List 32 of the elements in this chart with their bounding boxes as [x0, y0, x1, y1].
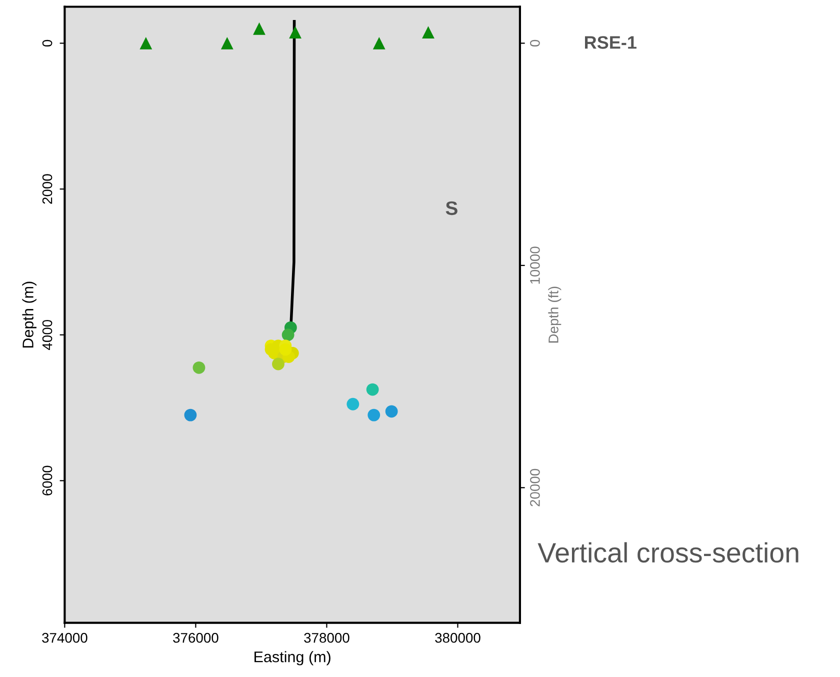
- x-tick-label: 374000: [42, 632, 88, 643]
- point: [372, 37, 386, 50]
- x-tick-label: 380000: [435, 632, 480, 643]
- point: [184, 408, 197, 422]
- y-tick-label: 0: [42, 40, 52, 47]
- point: [385, 405, 398, 418]
- y-tick-label: 4000: [42, 320, 52, 350]
- y-tick-label: 2000: [42, 174, 52, 204]
- point: [346, 398, 360, 410]
- point: [192, 361, 206, 374]
- point: [279, 343, 292, 356]
- point: [253, 22, 266, 35]
- point: [366, 383, 379, 396]
- annotation: S: [446, 201, 458, 216]
- point: [422, 26, 434, 38]
- point: [272, 358, 284, 370]
- point: [368, 408, 380, 422]
- y2-tick-label: 20000: [530, 468, 540, 506]
- y-axis-title: Depth (m): [22, 282, 36, 348]
- x-tick-label: 376000: [173, 632, 218, 643]
- x-axis-title: Easting (m): [254, 651, 330, 666]
- text: RSE-1: [585, 36, 636, 49]
- point: [289, 26, 302, 38]
- y-tick-label: 6000: [42, 466, 52, 496]
- x-tick-label: 378000: [304, 632, 350, 643]
- point: [140, 37, 152, 50]
- text: Vertical cross-section: [538, 542, 798, 563]
- point: [220, 37, 234, 50]
- y2-axis-title: Depth (ft): [548, 286, 562, 343]
- point: [282, 328, 294, 342]
- y2-tick-label: 0: [530, 40, 540, 47]
- y2-tick-label: 10000: [530, 246, 540, 284]
